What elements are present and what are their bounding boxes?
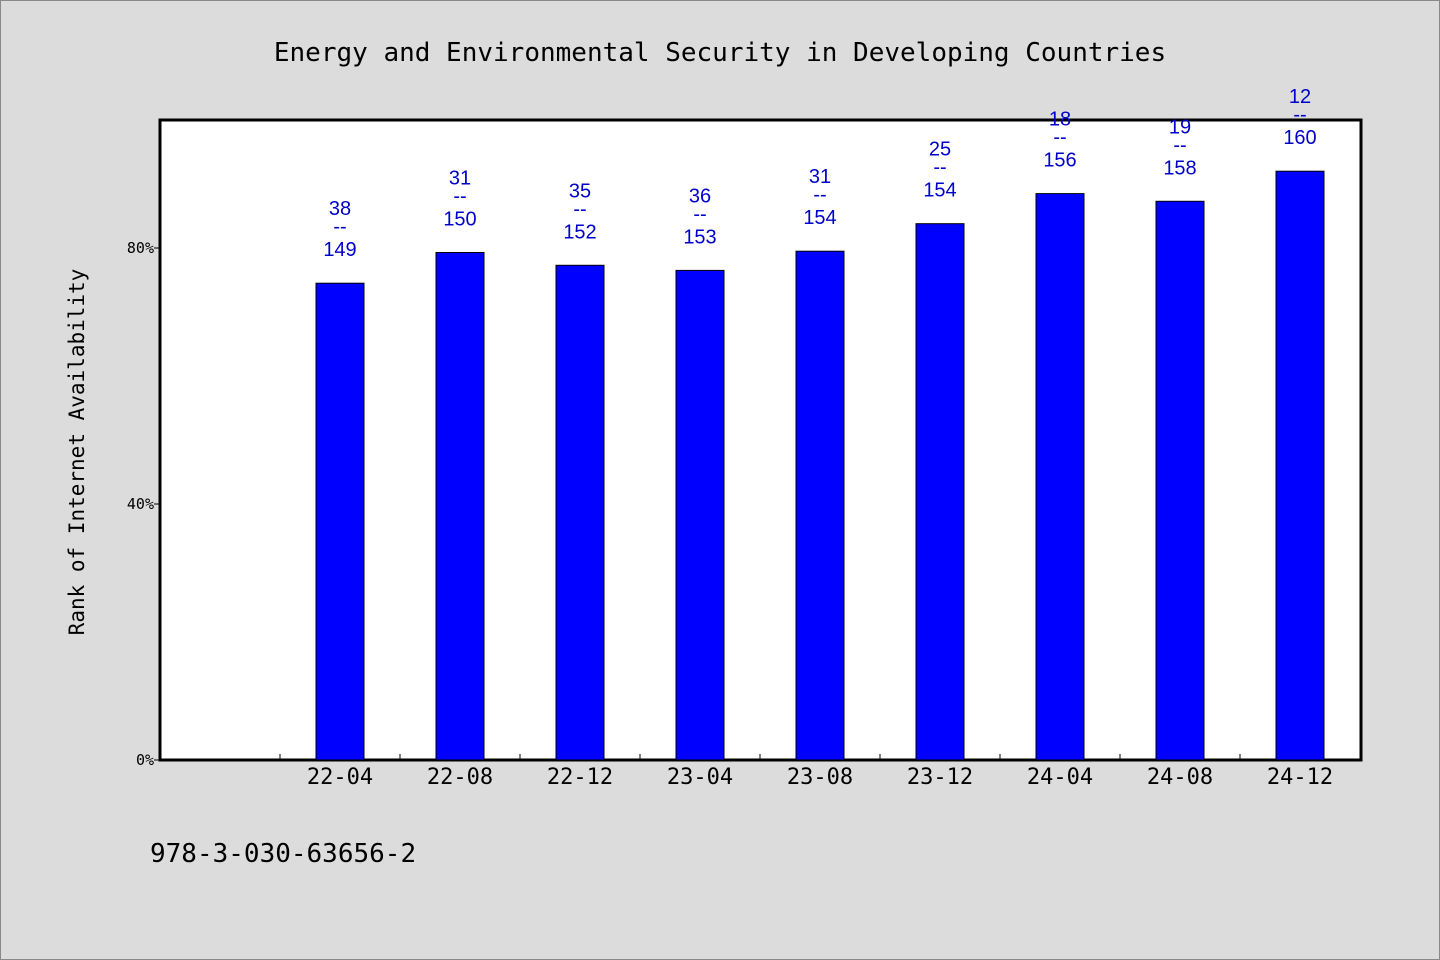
data-label-top: 25: [929, 139, 951, 161]
bar: [1275, 170, 1325, 761]
bar: [1035, 193, 1085, 761]
x-tick-label: 23-04: [667, 765, 733, 790]
data-label-top: 36: [689, 185, 711, 207]
y-axis-label: Rank of Internet Availability: [65, 269, 89, 636]
data-label-top: 31: [809, 166, 831, 188]
x-tick-label: 23-12: [907, 765, 973, 790]
data-labels-group: 38--14931--15035--15236--15331--15425--1…: [323, 86, 1316, 261]
x-tick-label: 24-08: [1147, 765, 1213, 790]
x-tick-label: 22-04: [307, 765, 373, 790]
data-label-bottom: 154: [803, 207, 836, 229]
x-tick-label: 23-08: [787, 765, 853, 790]
data-label-separator: --: [453, 185, 466, 207]
x-tick-label: 24-12: [1267, 765, 1333, 790]
data-label-separator: --: [693, 203, 706, 225]
data-label-top: 38: [329, 198, 351, 220]
data-label-bottom: 149: [323, 239, 356, 261]
bars-group: [315, 170, 1325, 761]
x-axis-ticks: 22-04 22-08 22-12 23-04 23-08 23-12 24-04 24-08…: [279, 754, 1333, 790]
data-label-separator: --: [333, 216, 346, 238]
data-label-separator: --: [933, 157, 946, 179]
y-tick-label: 40%: [127, 495, 154, 513]
bar: [675, 269, 725, 761]
data-label-top: 18: [1049, 109, 1071, 131]
bar: [1155, 200, 1205, 761]
x-tick-label: 22-12: [547, 765, 613, 790]
data-label-bottom: 160: [1283, 127, 1316, 149]
data-label-bottom: 150: [443, 208, 476, 230]
data-label-bottom: 153: [683, 226, 716, 248]
data-label-separator: --: [1173, 134, 1186, 156]
bar: [435, 251, 485, 761]
bar: [555, 264, 605, 761]
y-tick-label: 0%: [136, 751, 154, 769]
data-label-bottom: 156: [1043, 150, 1076, 172]
y-tick-label: 80%: [127, 239, 154, 257]
footer-isbn: 978-3-030-63656-2: [150, 839, 416, 869]
data-label-top: 31: [449, 167, 471, 189]
data-label-bottom: 152: [563, 221, 596, 243]
data-label-top: 12: [1289, 86, 1311, 108]
bar: [795, 250, 845, 761]
data-label-separator: --: [573, 198, 586, 220]
chart-title: Energy and Environmental Security in Dev…: [274, 38, 1166, 68]
y-axis-ticks: 0% 40% 80%: [127, 239, 160, 769]
bar: [315, 282, 365, 761]
data-label-separator: --: [813, 184, 826, 206]
data-label-top: 35: [569, 180, 591, 202]
x-tick-label: 24-04: [1027, 765, 1093, 790]
x-tick-label: 22-08: [427, 765, 493, 790]
data-label-bottom: 154: [923, 180, 956, 202]
data-label-separator: --: [1293, 104, 1306, 126]
data-label-top: 19: [1169, 116, 1191, 138]
data-label-separator: --: [1053, 127, 1066, 149]
data-label-bottom: 158: [1163, 157, 1196, 179]
bar: [915, 223, 965, 761]
